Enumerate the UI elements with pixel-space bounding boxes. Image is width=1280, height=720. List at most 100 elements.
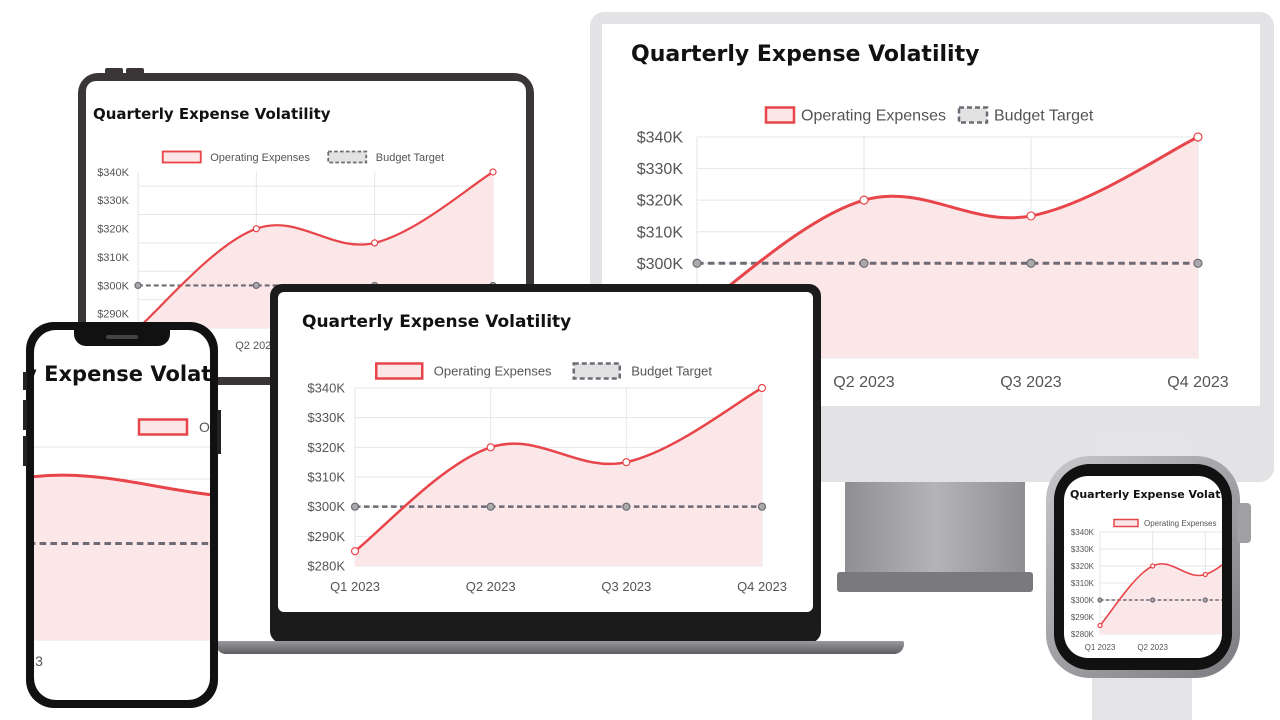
y-tick-label: $280K [1071,630,1095,639]
y-tick-label: $330K [307,410,345,425]
y-tick-label: $310K [307,470,345,485]
y-tick-label: $340K [97,167,129,179]
chart-title: Quarterly Expense Volatility [631,42,980,67]
y-tick-label: $290K [97,309,129,321]
phone-screen: Quarterly Expense Volatility Q2 2023 Oper… [34,330,210,700]
y-tick-label: $290K [1071,613,1095,622]
point-operating-expenses [486,443,495,452]
point-budget-target [486,502,495,511]
y-tick-label: $280K [307,559,345,574]
point-budget-target [1202,597,1208,603]
area-fill-operating-expenses [1100,564,1222,634]
legend-label: Operating Expenses [199,419,210,435]
y-tick-label: $340K [307,381,345,396]
legend-swatch [572,362,621,380]
y-tick-label: $290K [307,529,345,544]
point-operating-expenses [489,168,497,176]
y-tick-label: $330K [97,195,129,207]
area-fill-operating-expenses [355,388,762,566]
legend-label: Operating Expenses [434,364,552,379]
line-operating-expenses [137,171,494,329]
phone-power-button [217,410,221,454]
y-tick-label: $300K [1071,596,1095,605]
legend-label: Operating Expenses [210,152,310,164]
y-tick-label: $320K [97,224,129,236]
y-tick-label: $340K [637,130,684,147]
chart-title-cropped: Quarterly Expense Volatility [34,362,210,386]
legend-swatch [161,150,202,164]
watch-crown [1237,503,1251,543]
chart-title: Quarterly Expense Volatility [93,105,331,123]
area-fill-operating-expenses [697,137,1198,358]
phone-speaker [106,335,138,339]
laptop-screen: Quarterly Expense Volatility $280K $290K $… [278,292,813,612]
legend-swatch [1113,518,1139,528]
legend-swatch [764,106,796,124]
line-operating-expenses [696,135,1199,312]
y-tick-label: $320K [1071,562,1095,571]
chart-svg: $280K $290K $300K $310K $320K $330K $340K Q1 20… [307,362,787,594]
point-budget-target [1026,258,1036,268]
x-tick-label: Q4 2023 [737,579,787,594]
x-tick-label: Q2 2023 [466,579,516,594]
point-operating-expenses [1202,571,1208,578]
point-operating-expenses [1193,132,1203,142]
x-tick-label: Q3 2023 [1000,374,1061,391]
y-tick-label: $340K [1071,528,1095,537]
line-operating-expenses [1099,563,1222,627]
y-tick-label: $330K [637,161,684,178]
x-tick-label: Q3 2023 [601,579,651,594]
point-operating-expenses [371,239,379,247]
line-operating-expenses [34,473,210,497]
x-tick-label: Q2 2023 [1137,643,1168,652]
y-tick-label: $310K [637,224,684,241]
legend-label: Operating Expenses [801,108,946,125]
x-tick-label: Q1 2023 [1085,643,1116,652]
point-budget-target [622,502,631,511]
monitor-screen: Quarterly Expense Volatility $290K$300K$… [602,24,1260,406]
y-tick-label: $320K [637,193,684,210]
point-operating-expenses [757,383,767,393]
point-operating-expenses [1150,563,1156,569]
point-operating-expenses [859,195,869,205]
point-budget-target [1097,597,1103,603]
legend-swatch [375,362,424,380]
point-operating-expenses [252,225,260,233]
point-budget-target [1150,597,1156,603]
point-budget-target [757,502,767,511]
y-tick-label: $310K [1071,579,1095,588]
y-tick-label: $330K [1071,545,1095,554]
y-tick-label: $300K [97,280,129,292]
x-tick-label: Q2 2023 [235,340,277,352]
point-operating-expenses [622,458,631,467]
legend-swatch [957,106,989,124]
watch-band-bottom [1092,672,1192,720]
tablet-button [105,68,123,74]
x-tick-label: Q4 2023 [1167,374,1228,391]
point-budget-target [350,502,360,511]
chart-title: Quarterly Expense Volatility [302,312,572,332]
point-budget-target [252,281,260,290]
x-tick-label: Q1 2023 [330,579,380,594]
point-operating-expenses [1026,211,1036,221]
legend-swatch [137,418,189,436]
monitor-stand-neck [845,482,1025,577]
y-tick-label: $300K [637,256,684,273]
x-tick-label: Q2 2023 [833,374,894,391]
chart-title: Quarterly Expense Volatility [1070,488,1222,501]
y-tick-label: $300K [307,499,345,514]
y-tick-label: $320K [307,440,345,455]
phone-side-button [23,400,27,430]
line-operating-expenses [354,386,763,553]
legend-label: Budget Target [376,152,444,164]
watch-screen: Quarterly Expense Volatility $280K $290K $… [1064,476,1222,658]
phone-side-button [23,436,27,466]
legend-label: Budget Target [994,108,1094,125]
y-tick-label: $310K [97,252,129,264]
point-budget-target [1193,258,1203,268]
point-operating-expenses [1097,622,1103,629]
phone-side-button [23,372,27,390]
tablet-button [126,68,144,74]
point-budget-target [692,258,702,268]
point-budget-target [134,281,142,290]
